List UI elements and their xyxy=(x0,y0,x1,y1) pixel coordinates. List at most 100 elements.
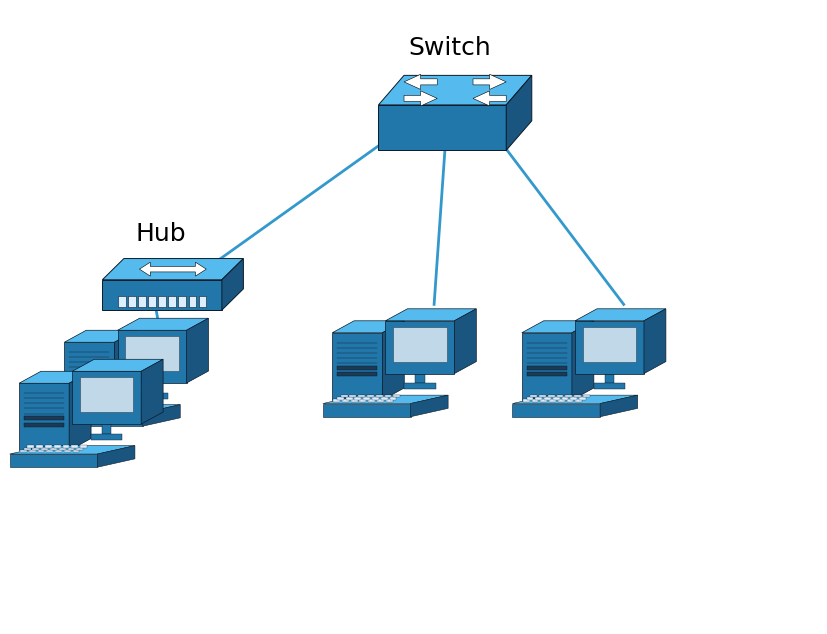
Polygon shape xyxy=(415,373,424,383)
Polygon shape xyxy=(583,327,636,361)
Polygon shape xyxy=(99,404,106,406)
Polygon shape xyxy=(333,399,340,402)
Polygon shape xyxy=(337,372,377,377)
Polygon shape xyxy=(571,397,577,399)
Polygon shape xyxy=(117,295,126,307)
Polygon shape xyxy=(32,448,40,450)
Polygon shape xyxy=(83,409,89,411)
Polygon shape xyxy=(82,404,88,406)
Polygon shape xyxy=(10,446,135,454)
Polygon shape xyxy=(169,295,176,307)
Polygon shape xyxy=(605,373,614,383)
Polygon shape xyxy=(64,450,70,453)
Polygon shape xyxy=(136,392,168,399)
Polygon shape xyxy=(404,74,437,89)
Polygon shape xyxy=(342,399,349,402)
Polygon shape xyxy=(63,445,69,448)
Polygon shape xyxy=(179,295,186,307)
Polygon shape xyxy=(72,359,163,372)
Polygon shape xyxy=(69,406,76,409)
Polygon shape xyxy=(24,416,65,420)
Text: Switch: Switch xyxy=(409,36,491,60)
Polygon shape xyxy=(341,395,347,397)
Polygon shape xyxy=(372,397,379,399)
Polygon shape xyxy=(65,409,72,411)
Polygon shape xyxy=(98,446,135,467)
Polygon shape xyxy=(90,404,98,406)
Polygon shape xyxy=(513,395,638,403)
Text: Hub: Hub xyxy=(135,222,185,246)
Polygon shape xyxy=(92,409,98,411)
Polygon shape xyxy=(71,445,79,448)
Polygon shape xyxy=(337,366,377,370)
Polygon shape xyxy=(390,397,396,399)
Polygon shape xyxy=(382,321,404,400)
Polygon shape xyxy=(187,318,208,383)
Polygon shape xyxy=(76,448,84,450)
Polygon shape xyxy=(114,330,136,410)
Polygon shape xyxy=(141,359,163,424)
Polygon shape xyxy=(549,399,556,402)
Polygon shape xyxy=(65,330,136,342)
Polygon shape xyxy=(337,397,344,399)
Polygon shape xyxy=(103,280,222,310)
Polygon shape xyxy=(323,403,410,417)
Polygon shape xyxy=(454,309,476,373)
Polygon shape xyxy=(385,321,454,373)
Polygon shape xyxy=(104,406,111,409)
Polygon shape xyxy=(117,318,208,330)
Polygon shape xyxy=(473,74,506,89)
Polygon shape xyxy=(158,295,166,307)
Polygon shape xyxy=(126,404,132,406)
Polygon shape xyxy=(332,321,404,333)
Polygon shape xyxy=(558,399,565,402)
Polygon shape xyxy=(95,406,103,409)
Polygon shape xyxy=(379,75,532,105)
Polygon shape xyxy=(575,309,666,321)
Polygon shape xyxy=(351,399,357,402)
Polygon shape xyxy=(394,327,447,361)
Polygon shape xyxy=(148,295,156,307)
Polygon shape xyxy=(566,395,572,397)
Polygon shape xyxy=(600,395,638,417)
Polygon shape xyxy=(562,397,568,399)
Polygon shape xyxy=(575,321,644,373)
Polygon shape xyxy=(73,450,79,453)
Polygon shape xyxy=(566,399,573,402)
Polygon shape xyxy=(10,454,98,467)
Polygon shape xyxy=(118,409,125,411)
Polygon shape xyxy=(55,450,62,453)
Polygon shape xyxy=(50,448,57,450)
Polygon shape xyxy=(138,295,146,307)
Polygon shape xyxy=(375,395,383,397)
Polygon shape xyxy=(109,409,116,411)
Polygon shape xyxy=(360,399,366,402)
Polygon shape xyxy=(346,397,352,399)
Polygon shape xyxy=(527,366,566,370)
Polygon shape xyxy=(557,395,563,397)
Polygon shape xyxy=(46,450,53,453)
Polygon shape xyxy=(80,445,87,448)
Polygon shape xyxy=(522,333,572,400)
Polygon shape xyxy=(87,406,93,409)
Polygon shape xyxy=(385,399,393,402)
Polygon shape xyxy=(55,413,143,426)
Polygon shape xyxy=(189,295,196,307)
Polygon shape xyxy=(404,383,436,389)
Polygon shape xyxy=(410,395,448,417)
Polygon shape xyxy=(579,397,586,399)
Polygon shape xyxy=(377,399,384,402)
Polygon shape xyxy=(147,383,157,392)
Polygon shape xyxy=(37,450,45,453)
Polygon shape xyxy=(100,409,108,411)
Polygon shape xyxy=(385,309,476,321)
Polygon shape xyxy=(552,397,560,399)
Polygon shape xyxy=(29,450,36,453)
Polygon shape xyxy=(544,397,551,399)
Polygon shape xyxy=(65,342,114,410)
Polygon shape xyxy=(69,382,109,386)
Polygon shape xyxy=(80,377,133,412)
Polygon shape xyxy=(404,91,437,106)
Polygon shape xyxy=(523,399,529,402)
Polygon shape xyxy=(108,404,115,406)
